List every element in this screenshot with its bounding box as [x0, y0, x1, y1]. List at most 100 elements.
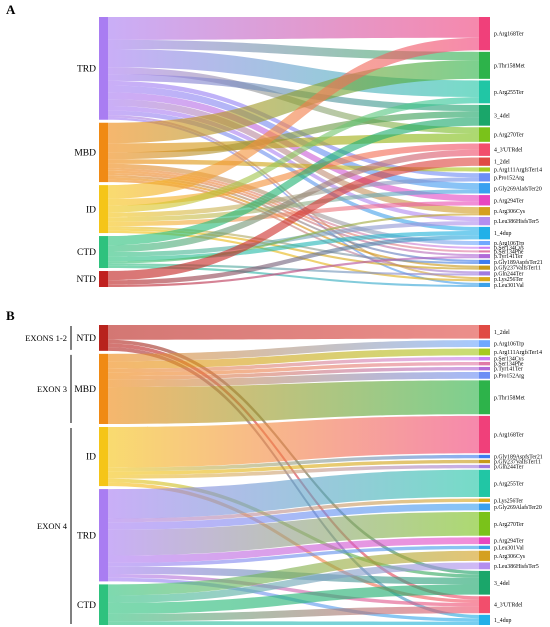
variant-node-p-arg270ter	[479, 127, 490, 142]
domain-node-ctd	[99, 236, 108, 269]
variant-label-p-arg270ter: p.Arg270Ter	[494, 522, 524, 528]
variant-label-1-4dup: 1_4dup	[494, 618, 511, 624]
variant-node-3-4del	[479, 104, 490, 126]
domain-node-id	[99, 427, 108, 487]
variant-node-p-gly189aspfster21	[479, 259, 490, 264]
variant-node-p-lys256ter	[479, 277, 490, 282]
domain-node-ntd	[99, 271, 108, 287]
flow-mbd-to-p-ser134cys	[108, 356, 479, 373]
flow-ctd-to-3-4del	[108, 584, 479, 614]
variant-label-p-arg106trp: p.Arg106Trp	[494, 342, 524, 348]
flow-mbd-to-p-arg111argfster14	[108, 159, 479, 172]
panel-letter: A	[6, 2, 16, 17]
flow-trd-to-4-3-utrdel	[108, 574, 479, 607]
domain-label-id: ID	[86, 205, 96, 215]
variant-label-1-2del: 1_2del	[494, 330, 510, 336]
flow-mbd-to-p-pro152arg	[108, 371, 479, 388]
variant-node-p-arg255ter	[479, 80, 490, 104]
variant-node-3-4del	[479, 570, 490, 595]
flow-id-to-4-3-utrdel	[108, 143, 479, 206]
flow-id-to-p-gly269alafster20	[108, 189, 479, 222]
variant-label-p-arg270ter: p.Arg270Ter	[494, 133, 524, 139]
variant-node-p-leu386hisfster5	[479, 562, 490, 570]
flows	[108, 17, 479, 287]
variant-label-p-arg106trp: p.Arg106Trp	[494, 241, 524, 247]
variant-label-p-arg294ter: p.Arg294Ter	[494, 198, 524, 204]
panel-b: B NTD MBD ID TRD CTD 1_2del p.Arg106Trpp.Arg111…	[6, 308, 543, 625]
variant-node-p-gly237valfster11	[479, 265, 490, 270]
flow-ctd-to-p-arg306cys	[108, 213, 479, 264]
flow-ntd-to-1-2del	[108, 157, 479, 281]
variant-label-4-3-utrdel: 4_3'UTRdel	[494, 603, 523, 609]
variant-node-p-pro152arg	[479, 173, 490, 182]
domain-label-id: ID	[86, 453, 96, 463]
exon-label-exons-1-2: EXONS 1-2	[25, 333, 67, 343]
variant-label-p-arg111argfster14: p.Arg111ArgfsTer14	[494, 166, 542, 173]
variant-label-4-3-utrdel: 4_3'UTRdel	[494, 148, 523, 154]
variant-node-1-4dup	[479, 226, 490, 240]
variant-node-p-arg255ter	[479, 469, 490, 497]
variant-label-p-arg306cys: p.Arg306Cys	[494, 209, 526, 215]
variant-label-p-arg306cys: p.Arg306Cys	[494, 554, 526, 560]
variant-node-p-ser134phe	[479, 250, 490, 253]
domain-label-ctd: CTD	[77, 248, 96, 258]
flow-ntd-to-p-tyr141ter	[108, 256, 479, 287]
variant-label-p-gly189aspfster21: p.Gly189AspfsTer21	[494, 259, 543, 266]
domain-label-trd: TRD	[77, 65, 96, 75]
domain-node-mbd	[99, 353, 108, 424]
domain-node-mbd	[99, 122, 108, 183]
flow-id-to-p-gly237valfster11	[108, 228, 479, 270]
domain-node-trd	[99, 489, 108, 582]
flow-id-to-p-arg255ter	[108, 97, 479, 213]
variant-label-p-pro152arg: p.Pro152Arg	[494, 175, 524, 181]
variant-label-p-tyr141ter: p.Tyr141Ter	[494, 367, 523, 373]
flow-id-to-p-pro152arg	[108, 177, 479, 218]
flow-trd-to-p-lys256ter	[108, 498, 479, 523]
variant-node-p-gln244ter	[479, 464, 490, 469]
flows	[108, 325, 479, 625]
flow-trd-to-1-4dup	[108, 110, 479, 232]
variant-label-p-gly189aspfster21: p.Gly189AspfsTer21	[494, 454, 543, 461]
flow-id-to-p-lys256ter	[108, 230, 479, 282]
flow-trd-to-p-arg255ter	[108, 469, 479, 519]
flow-ctd-to-4-3-utrdel	[108, 149, 479, 253]
domain-label-trd: TRD	[77, 531, 96, 541]
variant-label-p-ser134cys: p.Ser134Cys	[494, 246, 525, 252]
flow-ctd-to-3-4del	[108, 117, 479, 246]
flow-ctd-to-p-arg306cys	[108, 550, 479, 596]
variant-node-p-lys256ter	[479, 498, 490, 502]
variant-node-p-thr158met	[479, 51, 490, 79]
variant-label-p-arg111argfster14: p.Arg111ArgfsTer14	[494, 349, 542, 356]
flow-id-to-p-gly237valfster11	[108, 459, 479, 475]
variant-label-p-thr158met: p.Thr158Met	[494, 395, 525, 401]
variant-node-p-tyr141ter	[479, 254, 490, 259]
flow-mbd-to-3-4del	[108, 111, 479, 160]
variant-node-p-arg106trp	[479, 340, 490, 347]
variant-node-p-arg306cys	[479, 550, 490, 561]
variant-label-p-ser134phe: p.Ser134Phe	[494, 362, 524, 368]
panel-a: A TRD MBD ID CTD NTD p.Arg168Ter p.Thr158Met p.A…	[6, 2, 543, 289]
flow-trd-to-p-arg270ter	[108, 511, 479, 556]
flow-mbd-to-p-ser134phe	[108, 361, 479, 376]
domain-label-mbd: MBD	[74, 385, 96, 395]
variant-label-p-gln244ter: p.Gln244Ter	[494, 465, 523, 471]
domain-node-trd	[99, 17, 108, 120]
variant-label-p-leu301val: p.Leu301Val	[494, 545, 524, 551]
flow-ntd-to-1-4dup	[108, 235, 479, 285]
variant-node-p-arg306cys	[479, 207, 490, 216]
flow-mbd-to-p-ser134cys	[108, 168, 479, 249]
flow-ctd-to-1-4dup	[108, 231, 479, 262]
variant-node-p-gly237valfster11	[479, 459, 490, 464]
variant-label-p-ser134cys: p.Ser134Cys	[494, 357, 525, 363]
variant-node-p-arg270ter	[479, 511, 490, 536]
flow-ctd-to-p-leu301val	[108, 265, 479, 287]
domain-label-ntd: NTD	[76, 275, 96, 285]
variant-node-1-2del	[479, 157, 490, 166]
variant-node-p-arg294ter	[479, 195, 490, 206]
variant-label-p-arg294ter: p.Arg294Ter	[494, 539, 524, 545]
flow-id-to-p-arg168ter	[108, 415, 479, 468]
flow-ctd-to-1-4dup	[108, 621, 479, 625]
variant-label-3-4del: 3_4del	[494, 113, 510, 119]
flow-trd-to-p-leu301val	[108, 545, 479, 567]
